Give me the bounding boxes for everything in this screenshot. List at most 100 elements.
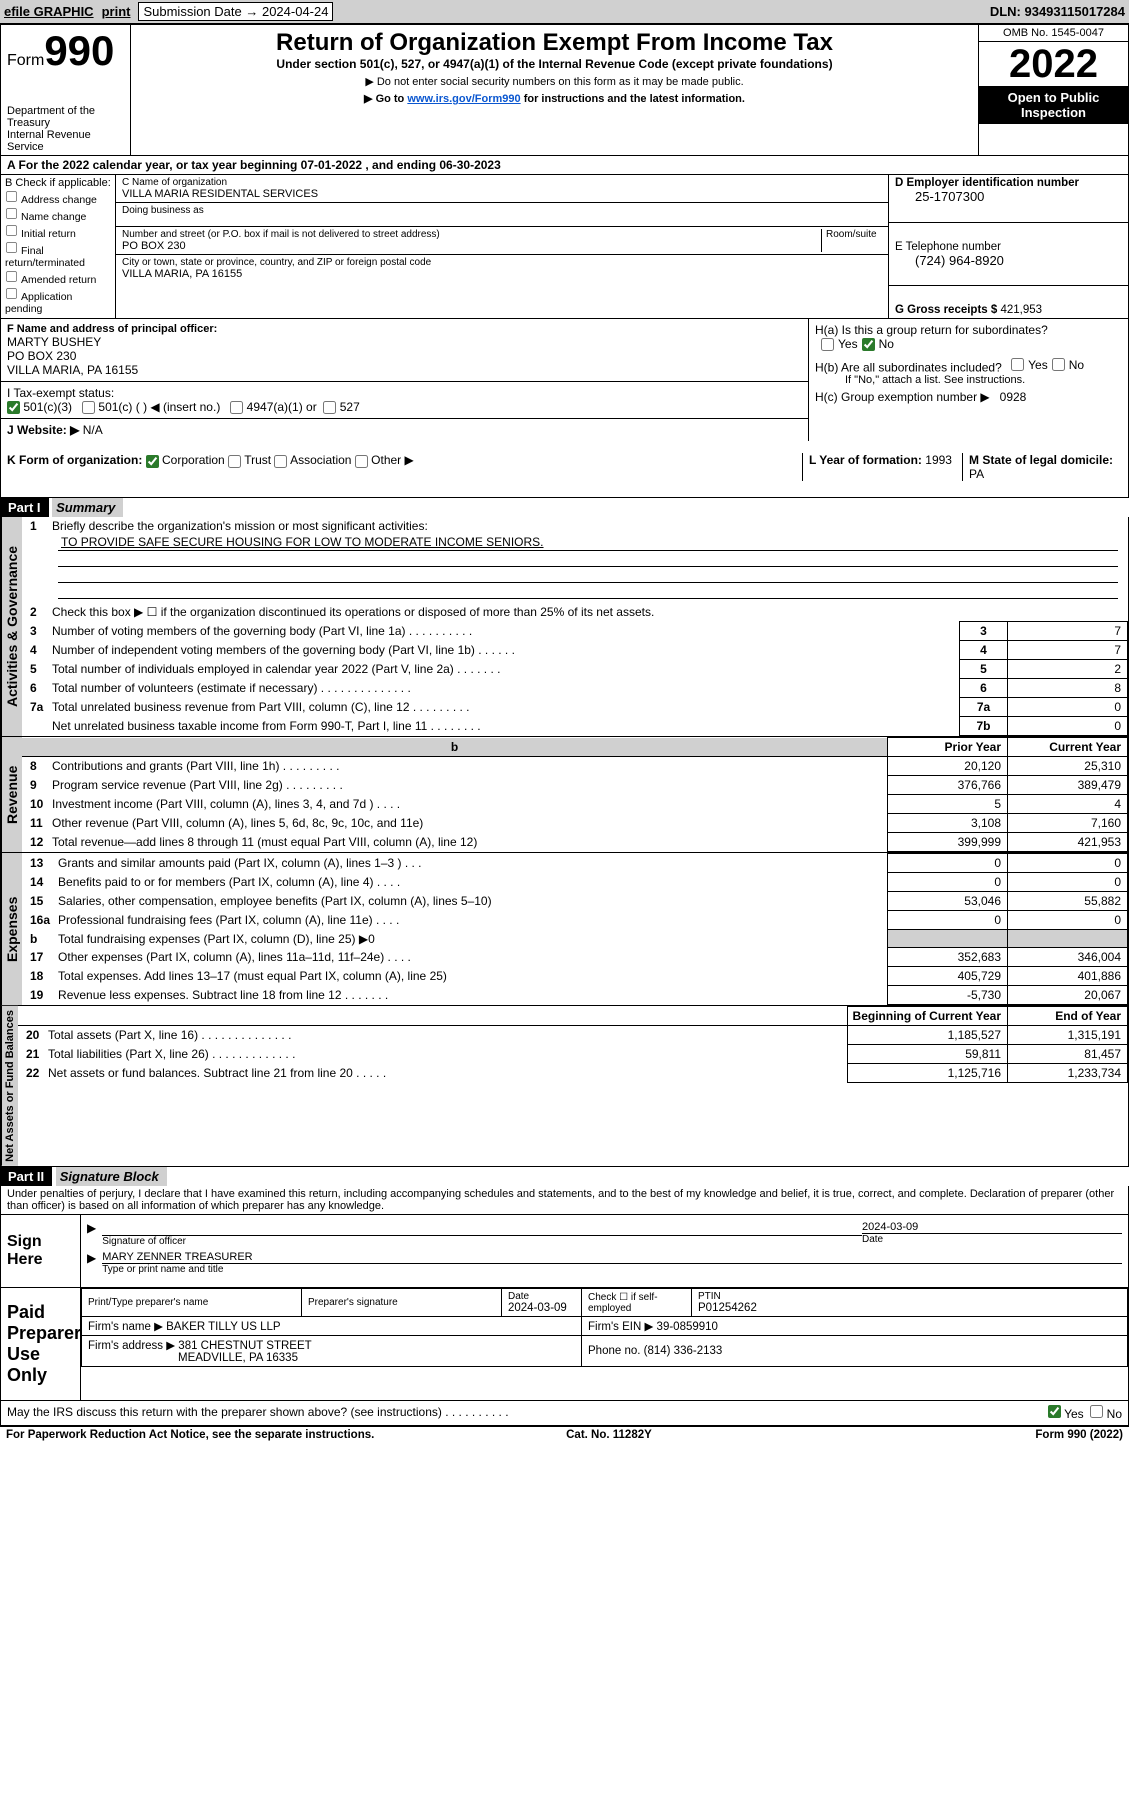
form-number: Form990 bbox=[7, 27, 124, 75]
box-d: D Employer identification number 25-1707… bbox=[888, 175, 1128, 318]
line-num: 10 bbox=[22, 795, 48, 814]
discuss-yes[interactable] bbox=[1048, 1405, 1061, 1418]
line-text: Grants and similar amounts paid (Part IX… bbox=[54, 854, 887, 873]
q5-text: Total number of individuals employed in … bbox=[48, 660, 960, 679]
line-num: 20 bbox=[18, 1026, 44, 1045]
box-b-header: B Check if applicable: bbox=[5, 177, 111, 189]
print-link[interactable]: print bbox=[102, 4, 131, 19]
line-py: 1,125,716 bbox=[848, 1064, 1008, 1083]
line-num: 12 bbox=[22, 833, 48, 852]
line-num: 11 bbox=[22, 814, 48, 833]
firm-addr-label: Firm's address ▶ bbox=[88, 1340, 175, 1352]
hb-no[interactable] bbox=[1052, 358, 1065, 371]
v7b: 0 bbox=[1008, 717, 1128, 736]
no-label-2: No bbox=[1069, 358, 1084, 372]
line-num: b bbox=[22, 930, 54, 948]
q3-text: Number of voting members of the governin… bbox=[48, 622, 960, 641]
tel-label: E Telephone number bbox=[895, 241, 1122, 253]
tel-value: (724) 964-8920 bbox=[895, 253, 1122, 268]
ptin-value: P01254262 bbox=[698, 1302, 1121, 1314]
pra-notice: For Paperwork Reduction Act Notice, see … bbox=[6, 1429, 374, 1441]
ha-yes[interactable] bbox=[821, 338, 834, 351]
chk-501c3[interactable] bbox=[7, 401, 20, 414]
side-label-revenue: Revenue bbox=[1, 737, 22, 852]
current-year-hdr: Current Year bbox=[1008, 738, 1128, 757]
line-cy: 81,457 bbox=[1008, 1045, 1128, 1064]
self-emp-col: Check ☐ if self-employed bbox=[582, 1289, 692, 1317]
opt-501c: 501(c) ( ) ◀ (insert no.) bbox=[98, 400, 220, 414]
chk-4947[interactable] bbox=[230, 401, 243, 414]
chk-trust[interactable] bbox=[228, 455, 241, 468]
line-py: 0 bbox=[888, 873, 1008, 892]
line-cy: 0 bbox=[1008, 873, 1128, 892]
yes-label: Yes bbox=[838, 337, 858, 351]
line-cy: 1,315,191 bbox=[1008, 1026, 1128, 1045]
line-py: 405,729 bbox=[888, 967, 1008, 986]
side-label-expenses: Expenses bbox=[1, 853, 22, 1005]
chk-527[interactable] bbox=[323, 401, 336, 414]
sig-date-value: 2024-03-09 bbox=[862, 1221, 1122, 1233]
line-j-label: J Website: ▶ bbox=[7, 423, 79, 437]
hb-yes[interactable] bbox=[1011, 358, 1024, 371]
hb-note: If "No," attach a list. See instructions… bbox=[815, 374, 1122, 386]
ptin-col: PTIN bbox=[698, 1291, 1121, 1302]
date-label: Date bbox=[862, 1233, 1122, 1245]
no-label: No bbox=[879, 337, 894, 351]
line-m-label: M State of legal domicile: bbox=[969, 453, 1113, 467]
chk-amended-return[interactable]: Amended return bbox=[5, 270, 111, 286]
discuss-no-label: No bbox=[1107, 1407, 1122, 1421]
v7a: 0 bbox=[1008, 698, 1128, 717]
line-k-label: K Form of organization: bbox=[7, 453, 142, 467]
efile-link[interactable]: efile GRAPHIC bbox=[4, 4, 94, 19]
line-cy: 421,953 bbox=[1008, 833, 1128, 852]
dt-col: Date bbox=[508, 1291, 575, 1302]
chk-association[interactable] bbox=[274, 455, 287, 468]
opt-501c3: 501(c)(3) bbox=[23, 400, 72, 414]
suite-label: Room/suite bbox=[822, 229, 882, 252]
line-text: Other revenue (Part VIII, column (A), li… bbox=[48, 814, 888, 833]
sig-officer-label: Signature of officer bbox=[102, 1235, 862, 1247]
chk-final-return[interactable]: Final return/terminated bbox=[5, 241, 111, 269]
chk-other[interactable] bbox=[355, 455, 368, 468]
v4: 7 bbox=[1008, 641, 1128, 660]
mission-blank-3 bbox=[58, 583, 1118, 599]
chk-corporation[interactable] bbox=[146, 455, 159, 468]
officer-name: MARTY BUSHEY bbox=[7, 335, 802, 349]
arrow-icon: ▶ bbox=[87, 1221, 96, 1247]
line-num: 17 bbox=[22, 948, 54, 967]
line-cy: 25,310 bbox=[1008, 757, 1128, 776]
gross-label: G Gross receipts $ bbox=[895, 304, 997, 316]
chk-address-change[interactable]: Address change bbox=[5, 190, 111, 206]
chk-name-change[interactable]: Name change bbox=[5, 207, 111, 223]
line-py: 53,046 bbox=[888, 892, 1008, 911]
line-l-label: L Year of formation: bbox=[809, 453, 922, 467]
v6: 8 bbox=[1008, 679, 1128, 698]
box-c: C Name of organization VILLA MARIA RESID… bbox=[116, 175, 888, 318]
line-text: Total fundraising expenses (Part IX, col… bbox=[54, 930, 887, 948]
chk-application-pending[interactable]: Application pending bbox=[5, 287, 111, 315]
chk-501c[interactable] bbox=[82, 401, 95, 414]
line-num: 21 bbox=[18, 1045, 44, 1064]
line-num: 8 bbox=[22, 757, 48, 776]
goto-note: ▶ Go to www.irs.gov/Form990 for instruct… bbox=[137, 92, 972, 105]
part-ii-header-row: Part II Signature Block bbox=[0, 1167, 1129, 1186]
perjury-declaration: Under penalties of perjury, I declare th… bbox=[1, 1186, 1128, 1214]
city-label: City or town, state or province, country… bbox=[122, 257, 882, 268]
irs-link[interactable]: www.irs.gov/Form990 bbox=[407, 93, 520, 105]
addr-label: Number and street (or P.O. box if mail i… bbox=[122, 229, 821, 240]
eoy-hdr: End of Year bbox=[1008, 1007, 1128, 1026]
discuss-no[interactable] bbox=[1090, 1405, 1103, 1418]
ha-no[interactable] bbox=[862, 338, 875, 351]
chk-initial-return[interactable]: Initial return bbox=[5, 224, 111, 240]
line-cy: 7,160 bbox=[1008, 814, 1128, 833]
pt-col: Print/Type preparer's name bbox=[88, 1297, 295, 1308]
prep-date: 2024-03-09 bbox=[508, 1302, 575, 1314]
line-text: Net assets or fund balances. Subtract li… bbox=[44, 1064, 848, 1083]
yes-label-2: Yes bbox=[1028, 358, 1048, 372]
phone-label: Phone no. bbox=[588, 1345, 640, 1357]
box-b: B Check if applicable: Address change Na… bbox=[1, 175, 116, 318]
cat-no: Cat. No. 11282Y bbox=[566, 1429, 652, 1441]
q6-text: Total number of volunteers (estimate if … bbox=[48, 679, 960, 698]
officer-addr1: PO BOX 230 bbox=[7, 349, 802, 363]
v5: 2 bbox=[1008, 660, 1128, 679]
